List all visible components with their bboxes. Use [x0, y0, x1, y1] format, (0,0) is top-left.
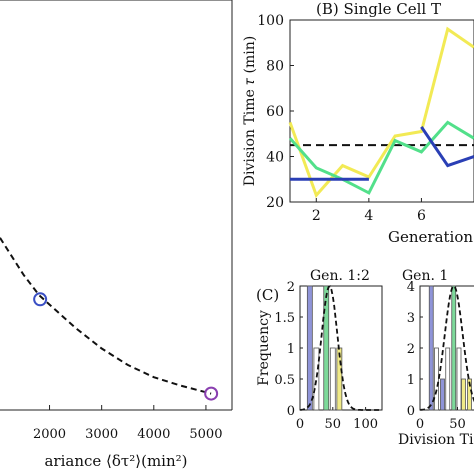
histogram-bar — [456, 347, 462, 411]
panel-b-line-chart: (B) Single Cell T 20 40 60 80 100 2 4 6 Divisi… — [242, 0, 474, 246]
b-ytick-label: 80 — [266, 59, 284, 75]
left-xtick-label: 5000 — [189, 427, 222, 442]
panel-c-title: Gen. 1:2 — [310, 268, 370, 284]
data-point — [204, 386, 219, 401]
gaussian-curve-2 — [419, 284, 474, 411]
series-line-1 — [288, 120, 474, 195]
b-xtick-label: 6 — [417, 208, 426, 224]
b-xtick-label: 4 — [364, 208, 373, 224]
hist-xtick-label: 50 — [449, 417, 466, 432]
left-xtick-label: 2000 — [33, 427, 66, 442]
histogram-bar — [461, 378, 466, 411]
hist-ytick-label: 1 — [407, 373, 415, 388]
hist-ytick-label: 2 — [407, 342, 415, 357]
hist-ytick-label: 0 — [407, 404, 415, 419]
panel-c-ylabel: Frequency — [256, 310, 272, 386]
histogram-bar — [306, 285, 313, 411]
b-ytick-label: 60 — [266, 104, 284, 120]
histogram-bar — [445, 347, 451, 411]
panel-c2-xlabel: Division Ti — [398, 432, 474, 448]
hist-ytick-label: 1.5 — [274, 311, 295, 326]
gaussian-curve — [299, 285, 382, 411]
hist-ytick-label: 0.5 — [274, 373, 295, 388]
panel-b-ylabel: Division Time 𝜏 (min) — [242, 36, 258, 187]
panel-c-label: (C) — [256, 286, 279, 304]
hist-ytick-label: 2 — [287, 280, 295, 295]
panel-c2-title: Gen. 1 — [402, 268, 448, 284]
panel-c2-histogram: Gen. 1 0 1 2 3 4 0 50 Division Ti — [398, 268, 474, 448]
b-ytick-label: 20 — [266, 195, 284, 211]
histogram-bar — [434, 347, 439, 411]
panel-c-histogram: (C) Gen. 1:2 0 0.5 1 1.5 2 0 50 100 Frequency — [256, 268, 383, 432]
hist-ytick-label: 4 — [407, 280, 415, 295]
histogram-bar — [323, 285, 330, 411]
hist-xtick-label: 0 — [416, 417, 424, 432]
hist-ytick-label: 1 — [287, 342, 295, 357]
series-line-2 — [290, 126, 474, 181]
left-xtick-label: 3000 — [85, 427, 118, 442]
data-point — [33, 292, 48, 307]
b-ytick-label: 40 — [266, 150, 284, 166]
panel-b-xlabel: Generation — [388, 228, 473, 246]
histogram-bar — [428, 285, 434, 411]
hist-xtick-label: 100 — [353, 417, 378, 432]
left-panel-scatter: 2000 3000 4000 5000 ariance ⟨δτ²⟩(min²) — [0, 0, 233, 470]
hist-ytick-label: 0 — [287, 404, 295, 419]
hist-xtick-label: 50 — [325, 417, 342, 432]
left-xtick-label: 4000 — [137, 427, 170, 442]
b-ytick-label: 100 — [257, 13, 284, 29]
b-xtick-label: 2 — [312, 208, 321, 224]
left-xlabel: ariance ⟨δτ²⟩(min²) — [44, 452, 187, 470]
panel-b-title: (B) Single Cell T — [316, 0, 441, 18]
histogram-bar — [451, 285, 457, 411]
hist-ytick-label: 3 — [407, 311, 415, 326]
fit-curve — [0, 237, 212, 395]
histogram-bar — [329, 347, 336, 411]
hist-xtick-label: 0 — [296, 417, 304, 432]
histogram-bar — [440, 378, 445, 411]
histogram-bar — [313, 347, 320, 411]
series-line-0 — [288, 26, 474, 199]
